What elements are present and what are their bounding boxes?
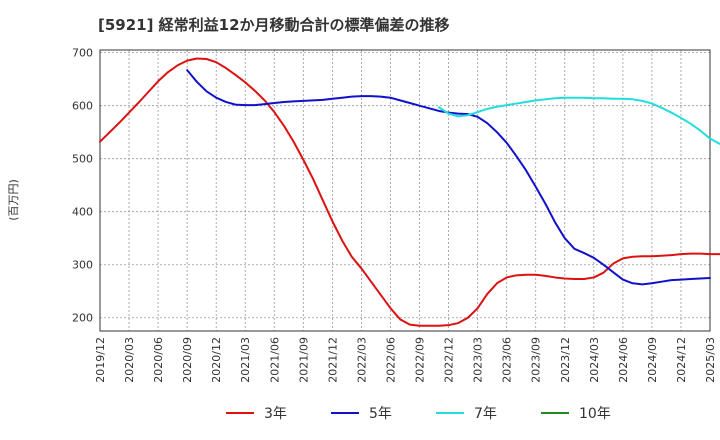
legend-label: 5年 [369,406,392,422]
x-tick-label: 2022/12 [443,337,456,383]
legend-label: 3年 [264,406,287,422]
legend-label: 10年 [579,406,611,422]
series-line-2 [437,96,720,145]
x-tick-label: 2021/06 [268,337,281,383]
y-tick-label: 500 [72,153,93,166]
x-tick-label: 2022/06 [384,337,397,383]
x-tick-label: 2025/03 [704,337,717,383]
grid-lines [99,50,711,331]
x-tick-label: 2024/12 [675,337,688,383]
y-tick-label: 200 [72,312,93,325]
x-tick-label: 2024/06 [617,337,630,383]
y-tick-labels: 200 300 400 500 600 700 [72,47,93,325]
x-tick-label: 2020/12 [210,337,223,383]
legend: 3年 5年 7年 10年 [226,406,611,422]
plot-border [99,49,711,332]
x-tick-label: 2023/12 [559,337,572,383]
x-tick-label: 2023/06 [501,337,514,383]
x-tick-label: 2023/03 [472,337,485,383]
legend-label: 7年 [474,406,497,422]
chart-title: [5921] 経常利益12か月移動合計の標準偏差の推移 [98,16,450,34]
y-tick-label: 400 [72,206,93,219]
series-lines [99,57,720,327]
series-line-0 [99,57,720,327]
y-tick-label: 600 [72,100,93,113]
x-tick-label: 2020/03 [123,337,136,383]
x-tick-label: 2021/12 [326,337,339,383]
x-tick-label: 2021/03 [239,337,252,383]
y-axis-title: (百万円) [7,179,20,221]
x-tick-label: 2024/03 [588,337,601,383]
x-tick-label: 2023/09 [530,337,543,383]
y-tick-label: 300 [72,259,93,272]
y-tick-label: 700 [72,47,93,60]
plot-area [100,50,710,331]
x-tick-label: 2021/09 [297,337,310,383]
x-tick-labels: 2019/12 2020/03 2020/06 2020/09 2020/12 2021/… [94,337,717,383]
x-tick-label: 2020/09 [181,337,194,383]
x-tick-label: 2019/12 [94,337,107,383]
x-tick-label: 2024/09 [646,337,659,383]
x-tick-label: 2022/03 [355,337,368,383]
x-tick-label: 2022/09 [414,337,427,383]
x-tick-label: 2020/06 [152,337,165,383]
